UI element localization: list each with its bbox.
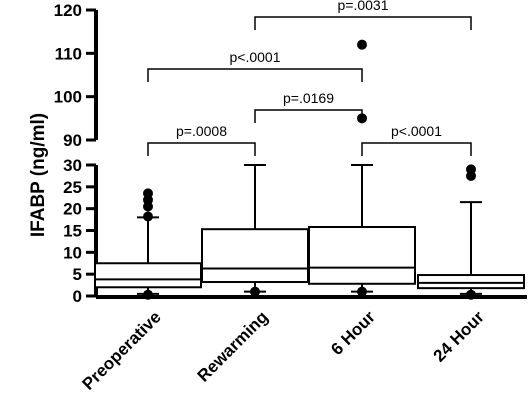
y-tick-label: 15 xyxy=(63,222,82,241)
box-iqr xyxy=(201,228,309,284)
significance-label: p<.0001 xyxy=(230,49,281,65)
y-tick-label: 30 xyxy=(63,156,82,175)
box-iqr xyxy=(94,262,202,289)
y-tick-label: 0 xyxy=(73,287,82,306)
y-tick-label: 100 xyxy=(54,88,82,107)
outlier-point xyxy=(143,188,153,199)
significance-bracket xyxy=(254,16,472,30)
y-axis-title: IFABP (ng/ml) xyxy=(28,113,49,237)
outlier-point xyxy=(357,39,367,50)
significance-label: p=.0031 xyxy=(338,0,389,13)
y-tick-label: 110 xyxy=(55,44,82,63)
significance-bracket xyxy=(147,142,256,156)
significance-label: p<.0001 xyxy=(391,123,442,139)
y-tick-label: 20 xyxy=(63,200,82,219)
significance-bracket xyxy=(147,68,363,82)
outlier-point xyxy=(466,289,476,300)
y-tick-label: 120 xyxy=(54,1,82,20)
y-tick-label: 90 xyxy=(63,131,82,150)
box-iqr xyxy=(417,274,525,290)
y-tick-label: 25 xyxy=(63,178,82,197)
x-category-label: 24 Hour xyxy=(430,307,488,365)
significance-bracket xyxy=(254,109,363,123)
outlier-point xyxy=(250,286,260,297)
outlier-point xyxy=(466,164,476,175)
x-category-label: Rewarming xyxy=(194,307,272,385)
outlier-point xyxy=(357,286,367,297)
significance-label: p=.0008 xyxy=(176,123,227,139)
x-category-label: 6 Hour xyxy=(327,307,379,359)
significance-bracket xyxy=(361,142,472,156)
outlier-point xyxy=(143,211,153,222)
significance-label: p=.0169 xyxy=(283,90,334,106)
y-tick-label: 5 xyxy=(73,265,82,284)
box-iqr xyxy=(308,226,416,285)
outlier-point xyxy=(143,289,153,300)
y-tick-label: 10 xyxy=(63,243,82,262)
x-category-label: Preoperative xyxy=(79,307,165,393)
